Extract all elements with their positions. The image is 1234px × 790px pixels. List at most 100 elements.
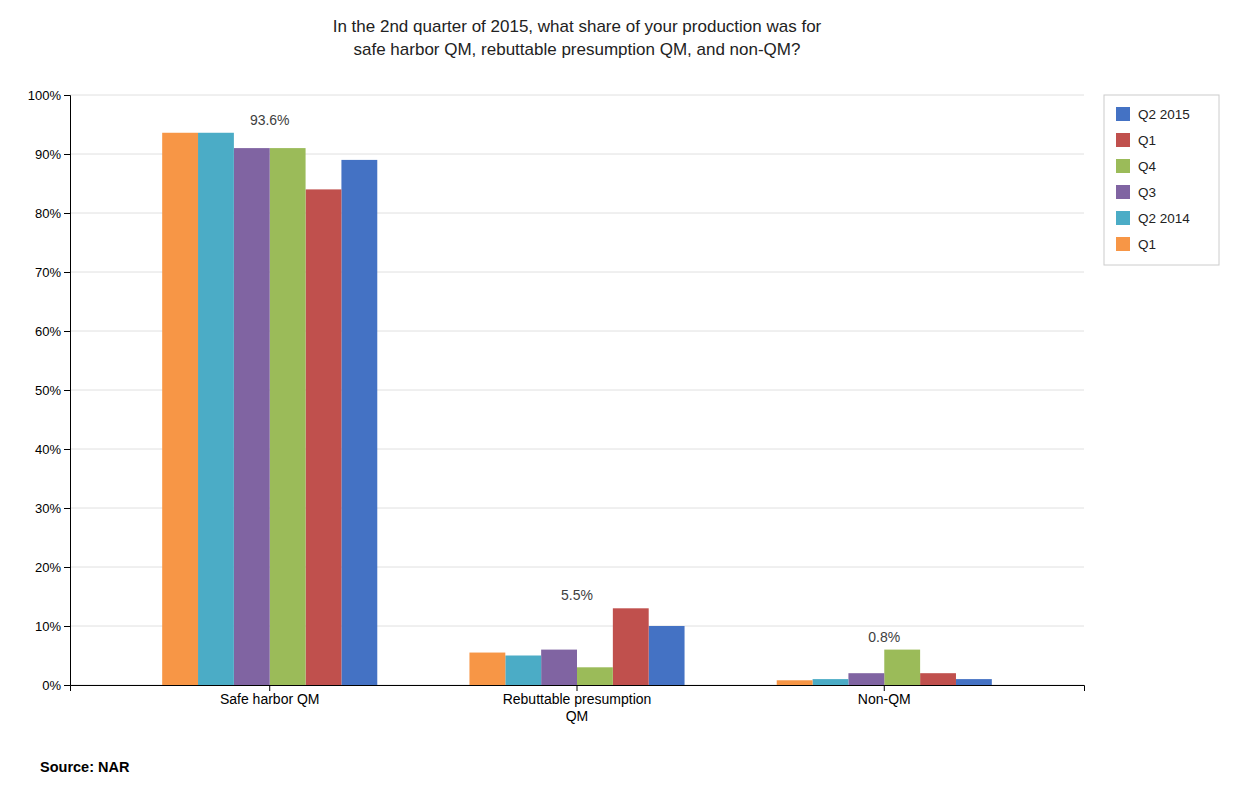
y-tick-mark: [64, 685, 70, 686]
y-tick: 10%: [35, 619, 70, 634]
y-tick: 30%: [35, 501, 70, 516]
bar: [270, 148, 306, 685]
y-tick-label: 70%: [35, 265, 61, 280]
y-tick-label: 90%: [35, 147, 61, 162]
y-tick-label: 20%: [35, 560, 61, 575]
y-tick-label: 0%: [42, 678, 61, 693]
bar: [613, 608, 649, 685]
y-tick-mark: [64, 567, 70, 568]
x-tick: Rebuttable presumptionQM: [503, 685, 652, 724]
x-tick-label: Rebuttable presumptionQM: [503, 691, 652, 724]
bar: [505, 656, 541, 686]
y-tick-mark: [64, 449, 70, 450]
legend-frame: [1104, 95, 1219, 265]
y-tick-label: 40%: [35, 442, 61, 457]
y-axis-line: [64, 96, 71, 686]
y-axis: 0% 10% 20% 30% 40% 50% 60% 70% 80% 90% 100%: [28, 88, 71, 693]
bar: [469, 653, 505, 685]
y-tick-label: 50%: [35, 383, 61, 398]
bar: [162, 133, 198, 685]
bar: [848, 673, 884, 685]
y-tick: 0%: [42, 678, 70, 693]
bars: [162, 133, 992, 685]
annotation: 0.8%: [868, 629, 900, 645]
y-tick-mark: [64, 626, 70, 627]
title: In the 2nd quarter of 2015, what share o…: [333, 17, 822, 59]
annotation: 93.6%: [250, 112, 290, 128]
legend-swatch: [1116, 185, 1130, 199]
bar-series: [198, 133, 848, 685]
y-tick-mark: [64, 213, 70, 214]
y-tick-mark: [64, 95, 70, 96]
y-tick: 80%: [35, 206, 70, 221]
bar: [341, 160, 377, 685]
bar: [649, 626, 685, 685]
bar-series: [162, 133, 812, 685]
y-tick: 100%: [28, 88, 70, 103]
legend-swatch: [1116, 211, 1130, 225]
bar: [306, 189, 342, 685]
grid: [70, 95, 1084, 685]
legend-swatch: [1116, 159, 1130, 173]
bar-series: [270, 148, 920, 685]
bar-series: [341, 160, 991, 685]
legend-label: Q1: [1138, 237, 1156, 252]
bar: [198, 133, 234, 685]
y-tick-mark: [64, 272, 70, 273]
plot: 0% 10% 20% 30% 40% 50% 60% 70% 80% 90% 100% Safe ha…: [28, 88, 1085, 724]
legend-item: Q1: [1116, 237, 1156, 252]
bar-series: [234, 148, 884, 685]
title-line: In the 2nd quarter of 2015, what share o…: [333, 17, 822, 36]
bar: [920, 673, 956, 685]
legend-label: Q4: [1138, 159, 1157, 174]
y-tick-mark: [64, 154, 70, 155]
legend-label: Q1: [1138, 133, 1156, 148]
legend-item: Q2 2015: [1116, 107, 1190, 122]
y-tick: 70%: [35, 265, 70, 280]
y-tick: 90%: [35, 147, 70, 162]
y-tick: 60%: [35, 324, 70, 339]
legend: Q2 2015 Q1 Q4 Q3 Q2 2014 Q1: [1104, 95, 1219, 265]
bar: [777, 680, 813, 685]
legend-swatch: [1116, 107, 1130, 121]
y-tick: 40%: [35, 442, 70, 457]
y-tick-mark: [64, 508, 70, 509]
x-tick-label-line: Non-QM: [858, 691, 911, 707]
bar: [813, 679, 849, 685]
x-tick-label-line: Safe harbor QM: [220, 691, 320, 707]
grid-line: [70, 95, 1084, 96]
y-tick-mark: [64, 331, 70, 332]
legend-item: Q3: [1116, 185, 1156, 200]
bar-series: [306, 189, 956, 685]
legend-label: Q3: [1138, 185, 1156, 200]
y-tick-label: 100%: [28, 88, 62, 103]
y-tick-label: 10%: [35, 619, 61, 634]
y-tick-label: 30%: [35, 501, 61, 516]
y-tick-label: 80%: [35, 206, 61, 221]
bar: [956, 679, 992, 685]
bar: [234, 148, 270, 685]
legend-item: Q4: [1116, 159, 1157, 174]
legend-swatch: [1116, 133, 1130, 147]
y-tick: 20%: [35, 560, 70, 575]
x-tick-label-line: Rebuttable presumption: [503, 691, 652, 707]
annotations: 93.6%5.5%0.8%: [250, 112, 900, 645]
bar: [541, 650, 577, 685]
chart: In the 2nd quarter of 2015, what share o…: [0, 0, 1234, 790]
source: Source: NAR: [40, 759, 130, 775]
bar: [577, 667, 613, 685]
legend-label: Q2 2014: [1138, 211, 1190, 226]
y-tick: 50%: [35, 383, 70, 398]
bar: [884, 650, 920, 685]
legend-label: Q2 2015: [1138, 107, 1190, 122]
x-tick: Safe harbor QM: [220, 685, 320, 707]
legend-swatch: [1116, 237, 1130, 251]
title-line: safe harbor QM, rebuttable presumption Q…: [354, 40, 801, 59]
y-tick-mark: [64, 390, 70, 391]
x-tick-label: Non-QM: [858, 691, 911, 707]
y-tick-label: 60%: [35, 324, 61, 339]
x-tick-label: Safe harbor QM: [220, 691, 320, 707]
x-axis: Safe harbor QM Rebuttable presumptionQM No…: [71, 685, 1085, 724]
legend-item: Q1: [1116, 133, 1156, 148]
legend-item: Q2 2014: [1116, 211, 1190, 226]
